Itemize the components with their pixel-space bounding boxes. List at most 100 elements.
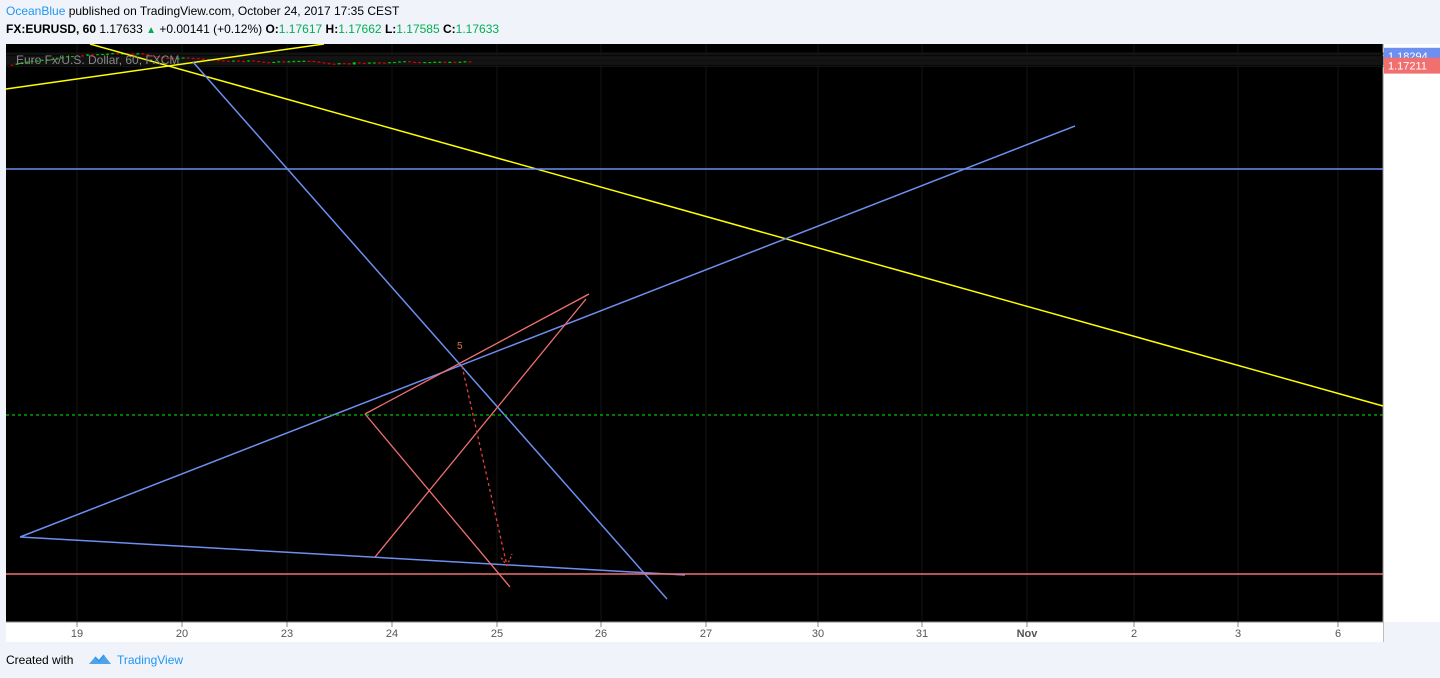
candle-body [367,62,371,64]
candle-body [176,58,180,60]
candle-body [60,57,64,59]
candle-body [342,63,346,65]
tradingview-logo-icon[interactable] [88,652,112,666]
candle-body [91,54,95,56]
candle-body [332,63,336,65]
candle-body [382,62,386,64]
candle-body [282,61,286,63]
high-label: H: [325,22,339,36]
candle-body [35,60,39,62]
candle-body [327,63,331,65]
candle-body [297,60,301,62]
chart-area[interactable]: 5 Euro Fx/U.S. Dollar, 60, FXCM 1.186001… [0,43,1440,642]
candle-body [468,61,472,63]
candle-body [443,61,447,63]
time-axis[interactable]: 19 20 23 24 25 26 27 30 31 Nov 2 3 6 [71,622,1341,640]
candle-body [438,61,442,63]
candle-body [161,56,165,58]
tradingview-brand[interactable]: TradingView [117,653,184,667]
price-axis-background [1383,44,1440,622]
chart-title: Euro Fx/U.S. Dollar, 60, FXCM [16,53,179,67]
candle-body [141,53,145,55]
candle-body [116,53,120,55]
candle-body [106,53,110,55]
candle-body [312,60,316,62]
time-axis-background [6,622,1383,642]
candle-body [85,54,89,56]
projection-arrow[interactable] [461,365,508,567]
candle-body [352,62,356,65]
red-channel-left[interactable] [364,413,511,588]
candle-body [20,62,24,64]
candle-body [377,62,381,64]
up-arrow-icon: ▲ [146,25,157,36]
candle-body [262,61,266,63]
candle-body [151,55,155,57]
blue-trendline-up[interactable] [19,125,1076,538]
candle-body [15,63,19,65]
footer: Created with TradingView [0,642,1440,678]
candle-body [96,54,100,56]
candle-body [267,62,271,64]
last-price: 1.17633 [99,22,143,36]
candle-body [433,61,437,63]
time-tick-label: 27 [700,628,712,640]
candle-body [30,60,34,62]
time-tick-label: 24 [386,628,398,640]
candle-body [418,62,422,64]
symbol-label: FX:EURUSD, 60 [6,22,97,36]
high-value: 1.17662 [338,22,382,36]
close-value: 1.17633 [455,22,500,36]
candle-body [317,61,321,63]
candle-body [357,62,361,64]
candle-body [166,57,170,59]
candle-body [252,60,256,62]
candle-body [201,58,205,60]
candle-body [70,56,74,58]
change-value: +0.00141 (+0.12%) [159,22,263,36]
time-tick-label: 2 [1131,628,1137,640]
candle-body [111,53,115,55]
candle-body [372,62,376,64]
candle-body [242,61,246,63]
candle-body [236,60,240,62]
candle-body [80,55,84,57]
candle-body [463,61,467,63]
candle-body [347,63,351,65]
candle-body [181,57,185,59]
candle-body [50,59,54,61]
time-tick-label: 6 [1335,628,1341,640]
candle-body [196,58,200,60]
time-tick-label: 26 [595,628,607,640]
plot-background [6,44,1383,622]
time-tick-label: 31 [916,628,928,640]
time-tick-label: 23 [281,628,293,640]
candle-body [287,61,291,63]
price-label-text: 1.17211 [1388,61,1427,73]
candle-body [10,64,14,66]
low-value: 1.17585 [396,22,440,36]
blue-base-line[interactable] [19,536,686,576]
candle-body [40,59,44,61]
candle-body [302,60,306,62]
candle-body [413,61,417,63]
open-label: O: [265,22,279,36]
blue-trendline-down[interactable] [192,61,668,600]
candle-body [453,61,457,63]
yellow-trendline-down[interactable] [89,43,1384,407]
yellow-trendline-upper[interactable] [5,43,325,90]
candle-body [448,61,452,63]
candle-body [277,61,281,63]
ohlc-line: FX:EURUSD, 60 1.17633 ▲ +0.00141 (+0.12%… [6,22,499,36]
candle-body [307,60,311,62]
candle-body [221,60,225,62]
red-channel-right[interactable] [374,298,587,558]
time-tick-label: 30 [812,628,824,640]
author-link[interactable]: OceanBlue [6,4,66,18]
red-channel-top[interactable] [364,293,590,415]
time-tick-label: Nov [1017,628,1039,640]
candle-body [393,62,397,64]
candle-body [131,53,135,55]
price-chart[interactable]: 5 Euro Fx/U.S. Dollar, 60, FXCM 1.186001… [0,43,1440,642]
